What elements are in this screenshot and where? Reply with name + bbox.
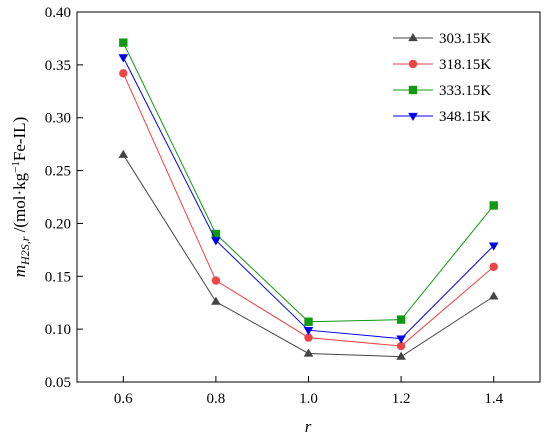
data-point [303,327,314,336]
x-tick-label: 1.2 [392,391,411,407]
y-tick-label: 0.05 [45,375,71,391]
y-tick-label: 0.30 [45,111,71,127]
data-point [488,291,499,300]
data-point [304,333,313,342]
y-tick-label: 0.20 [45,216,71,232]
x-tick-label: 1.0 [299,391,318,407]
legend-marker [408,85,418,95]
data-point [396,351,406,360]
y-tick-label: 0.15 [45,269,71,285]
data-point [304,317,313,326]
series-layer [118,38,499,360]
data-point [119,38,128,47]
legend-label: 348.15K [439,109,491,125]
data-point [489,201,498,210]
legend-marker [408,112,418,121]
legend-item: 348.15K [393,109,491,125]
y-tick-label: 0.10 [45,322,71,338]
series-303.15K [118,149,499,360]
series-348.15K [118,54,499,344]
data-point [118,54,129,63]
legend-marker [408,59,418,69]
data-point [211,276,221,285]
data-point [396,341,406,351]
y-tick-label: 0.40 [45,5,71,21]
x-tick-label: 0.6 [114,391,133,407]
data-point [211,237,221,246]
legend-label: 318.15K [439,57,491,73]
data-point [396,335,406,344]
y-tick-label: 0.25 [45,164,71,180]
legend-item: 318.15K [393,57,491,73]
legend-item: 333.15K [393,83,491,99]
x-tick-label: 1.4 [484,391,503,407]
data-point [488,242,499,251]
legend-item: 303.15K [393,31,491,47]
data-point [211,296,221,305]
series-318.15K [119,69,498,351]
y-axis-title: mH2S,r /(mol·kg−1Fe-IL) [10,117,32,277]
y-tick-label: 0.35 [45,58,71,74]
x-axis: 0.6 0.8 1.0 1.2 1.4 [114,376,504,407]
y-axis: 0.05 0.10 0.15 0.20 0.25 0.30 0.35 0.40 [45,5,83,391]
data-point [489,262,498,271]
data-point [118,149,129,158]
legend: 303.15K 318.15K 333.15K 348.15K [393,31,491,125]
series-line [122,154,494,358]
data-point [396,315,406,324]
data-point [119,69,128,78]
legend-marker [408,33,418,42]
legend-label: 303.15K [439,31,491,47]
x-axis-title: r [305,417,312,436]
legend-label: 333.15K [439,83,491,99]
data-point [303,348,314,357]
x-tick-label: 0.8 [207,391,226,407]
series-333.15K [119,38,498,326]
data-point [211,229,221,239]
